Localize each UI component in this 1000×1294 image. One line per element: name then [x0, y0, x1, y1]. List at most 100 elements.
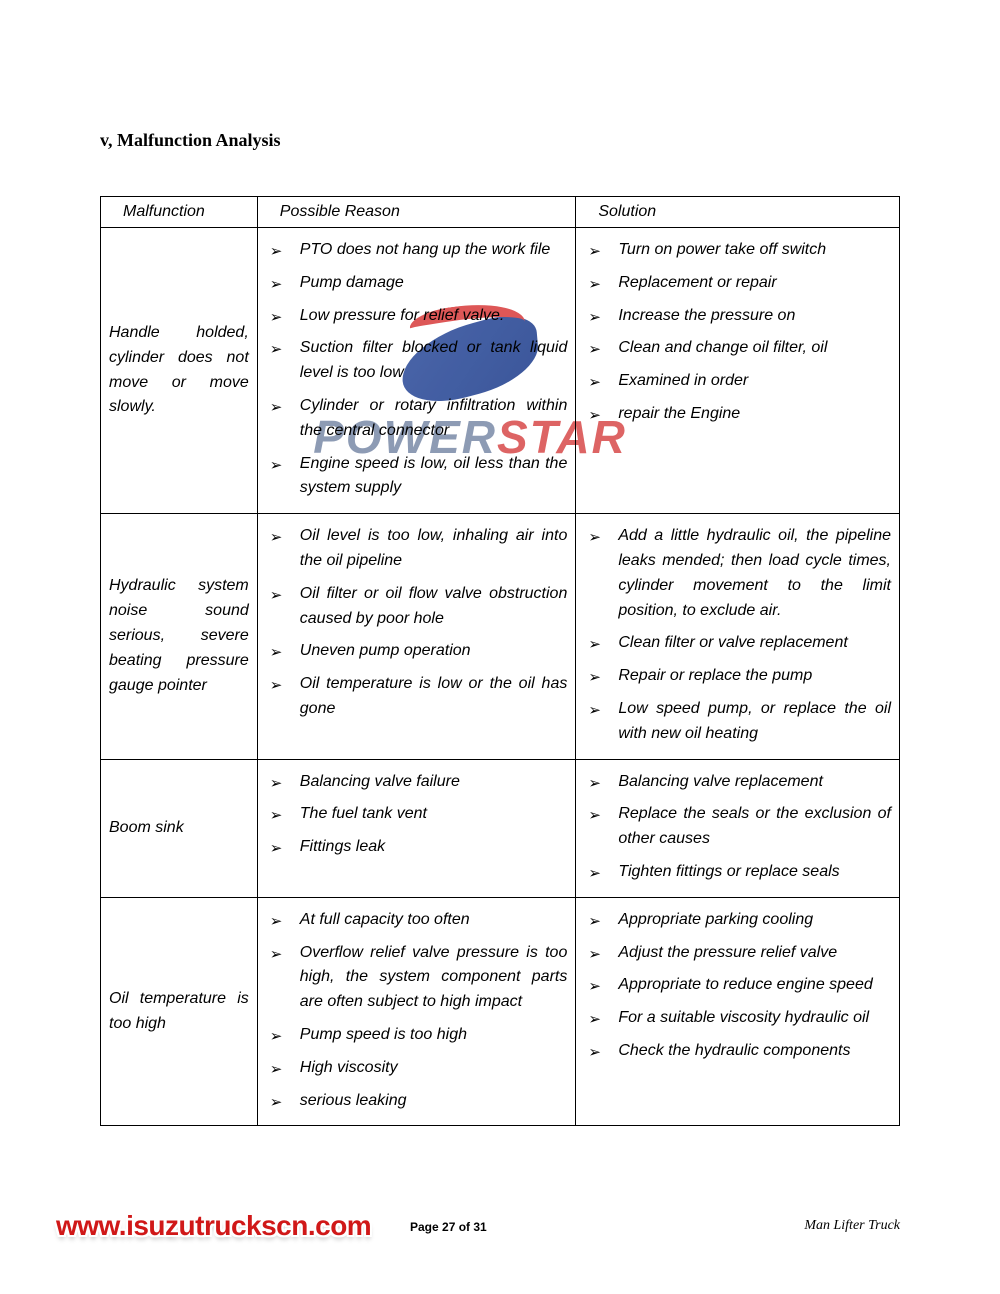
list-item-text: Overflow relief valve pressure is too hi…: [300, 944, 568, 1011]
list-item: ➢ Appropriate parking cooling: [584, 908, 891, 933]
list-item: ➢ Uneven pump operation: [266, 639, 568, 664]
list-item-text: Check the hydraulic components: [618, 1042, 850, 1059]
section-roman: v: [100, 130, 108, 150]
chevron-right-icon: ➢: [588, 1008, 601, 1031]
chevron-right-icon: ➢: [588, 306, 601, 329]
chevron-right-icon: ➢: [270, 837, 283, 860]
list-item: ➢Low speed pump, or replace the oil with…: [584, 697, 891, 747]
list-item-text: Fittings leak: [300, 838, 385, 855]
list-item-text: Turn on power take off switch: [618, 241, 826, 258]
chevron-right-icon: ➢: [588, 1041, 601, 1064]
list-item-text: Pump damage: [300, 274, 404, 291]
chevron-right-icon: ➢: [588, 633, 601, 656]
list-item: ➢ Add a little hydraulic oil, the pipelin…: [584, 524, 891, 623]
list-item-text: Uneven pump operation: [300, 642, 471, 659]
list-item: ➢ Turn on power take off switch: [584, 238, 891, 263]
chevron-right-icon: ➢: [270, 338, 283, 361]
reason-cell: ➢ Balancing valve failure ➢ The fuel tank v…: [257, 759, 576, 897]
solution-cell: ➢ Turn on power take off switch ➢ Replaceme…: [576, 228, 900, 514]
list-item-text: Suction filter blocked or tank liquid le…: [300, 339, 568, 381]
list-item-text: Oil level is too low, inhaling air into …: [300, 527, 568, 569]
list-item: ➢Oil filter or oil flow valve obstructio…: [266, 582, 568, 632]
list-item-text: High viscosity: [300, 1059, 398, 1076]
list-item-text: Replace the seals or the exclusion of ot…: [618, 805, 891, 847]
list-item-text: Engine speed is low, oil less than the s…: [300, 455, 568, 497]
list-item-text: Examined in order: [618, 372, 748, 389]
list-item-text: Clean and change oil filter, oil: [618, 339, 827, 356]
chevron-right-icon: ➢: [270, 943, 283, 966]
list-item-text: Appropriate to reduce engine speed: [618, 976, 872, 993]
list-item: ➢ Balancing valve failure: [266, 770, 568, 795]
list-item-text: Increase the pressure on: [618, 307, 795, 324]
chevron-right-icon: ➢: [588, 666, 601, 689]
chevron-right-icon: ➢: [270, 584, 283, 607]
list-item: ➢PTO does not hang up the work file: [266, 238, 568, 263]
reason-cell: ➢ At full capacity too often ➢ Overflow rel…: [257, 897, 576, 1126]
solution-cell: ➢ Add a little hydraulic oil, the pipelin…: [576, 514, 900, 759]
list-item: ➢ The fuel tank vent: [266, 802, 568, 827]
table-row: Hydraulic system noise sound serious, se…: [101, 514, 900, 759]
chevron-right-icon: ➢: [270, 1091, 283, 1114]
list-item: ➢Low pressure for relief valve.: [266, 304, 568, 329]
list-item-text: Cylinder or rotary infiltration within t…: [300, 397, 568, 439]
list-item: ➢ Repair or replace the pump: [584, 664, 891, 689]
list-item-text: Repair or replace the pump: [618, 667, 812, 684]
section-title: v, Malfunction Analysis: [100, 130, 900, 151]
table-row: Handle holded, cylinder does not move or…: [101, 228, 900, 514]
solution-cell: ➢Balancing valve replacement➢Replace the…: [576, 759, 900, 897]
chevron-right-icon: ➢: [270, 772, 283, 795]
list-item-text: Balancing valve failure: [300, 773, 460, 790]
chevron-right-icon: ➢: [270, 674, 283, 697]
list-item-text: Pump speed is too high: [300, 1026, 467, 1043]
list-item-text: The fuel tank vent: [300, 805, 427, 822]
reason-list: ➢ Balancing valve failure ➢ The fuel tank v…: [266, 766, 568, 866]
list-item-text: Add a little hydraulic oil, the pipeline…: [618, 527, 891, 618]
chevron-right-icon: ➢: [588, 804, 601, 827]
chevron-right-icon: ➢: [588, 910, 601, 933]
chevron-right-icon: ➢: [270, 804, 283, 827]
solution-cell: ➢ Appropriate parking cooling ➢ Adjust the …: [576, 897, 900, 1126]
section-title-text: , Malfunction Analysis: [108, 130, 281, 150]
malfunction-cell: Oil temperature is too high: [101, 897, 258, 1126]
list-item: ➢Clean filter or valve replacement: [584, 631, 891, 656]
list-item: ➢ Fittings leak: [266, 835, 568, 860]
list-item: ➢ Increase the pressure on: [584, 304, 891, 329]
chevron-right-icon: ➢: [270, 396, 283, 419]
chevron-right-icon: ➢: [270, 454, 283, 477]
list-item-text: Appropriate parking cooling: [618, 911, 813, 928]
solution-list: ➢Balancing valve replacement➢Replace the…: [584, 766, 891, 891]
chevron-right-icon: ➢: [588, 772, 601, 795]
chevron-right-icon: ➢: [270, 1025, 283, 1048]
malfunction-table: Malfunction Possible Reason Solution Han…: [100, 196, 900, 1126]
chevron-right-icon: ➢: [270, 240, 283, 263]
chevron-right-icon: ➢: [588, 404, 601, 427]
list-item: ➢ Pump speed is too high: [266, 1023, 568, 1048]
list-item-text: Replacement or repair: [618, 274, 776, 291]
chevron-right-icon: ➢: [588, 240, 601, 263]
list-item-text: Oil temperature is low or the oil has go…: [300, 675, 568, 717]
reason-list: ➢ Oil level is too low, inhaling air into…: [266, 520, 568, 728]
malfunction-cell: Handle holded, cylinder does not move or…: [101, 228, 258, 514]
list-item: ➢High viscosity: [266, 1056, 568, 1081]
chevron-right-icon: ➢: [270, 641, 283, 664]
chevron-right-icon: ➢: [588, 338, 601, 361]
header-reason: Possible Reason: [257, 197, 576, 228]
malfunction-cell: Hydraulic system noise sound serious, se…: [101, 514, 258, 759]
malfunction-cell: Boom sink: [101, 759, 258, 897]
footer-doc-title: Man Lifter Truck: [804, 1218, 900, 1234]
list-item: ➢repair the Engine: [584, 402, 891, 427]
list-item: ➢ Appropriate to reduce engine speed: [584, 973, 891, 998]
list-item: ➢ Suction filter blocked or tank liquid l…: [266, 336, 568, 386]
list-item: ➢ Replace the seals or the exclusion of o…: [584, 802, 891, 852]
header-solution: Solution: [576, 197, 900, 228]
solution-list: ➢ Add a little hydraulic oil, the pipelin…: [584, 520, 891, 752]
chevron-right-icon: ➢: [588, 943, 601, 966]
footer-url: www.isuzutruckscn.com: [56, 1210, 371, 1242]
table-row: Oil temperature is too high ➢ At full capa…: [101, 897, 900, 1126]
chevron-right-icon: ➢: [588, 975, 601, 998]
list-item-text: At full capacity too often: [300, 911, 470, 928]
list-item-text: Adjust the pressure relief valve: [618, 944, 837, 961]
reason-list: ➢PTO does not hang up the work file➢Pump…: [266, 234, 568, 507]
chevron-right-icon: ➢: [588, 526, 601, 549]
list-item: ➢Balancing valve replacement: [584, 770, 891, 795]
